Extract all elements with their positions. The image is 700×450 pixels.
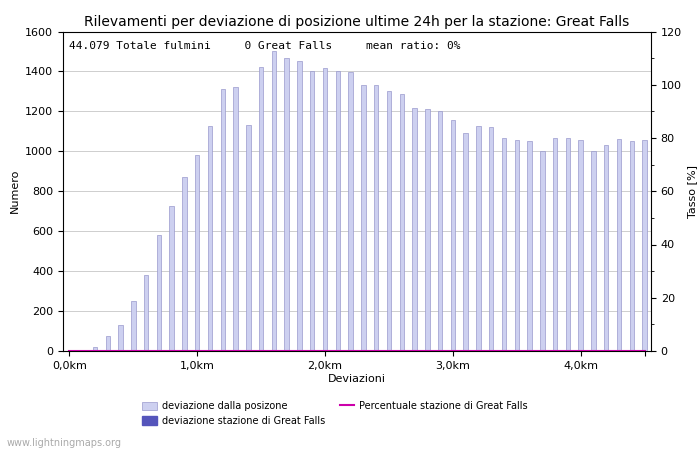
Bar xyxy=(400,94,404,351)
Legend: deviazione dalla posizone, deviazione stazione di Great Falls, Percentuale stazi: deviazione dalla posizone, deviazione st… xyxy=(139,397,531,430)
Bar xyxy=(361,86,365,351)
Bar xyxy=(617,140,622,351)
Bar xyxy=(106,336,110,351)
Bar xyxy=(92,347,97,351)
Y-axis label: Numero: Numero xyxy=(10,169,20,213)
Bar xyxy=(463,133,468,351)
Bar xyxy=(259,68,263,351)
Bar xyxy=(527,141,532,351)
Bar xyxy=(169,206,174,351)
Bar xyxy=(643,140,647,351)
Bar xyxy=(502,138,506,351)
Bar xyxy=(131,301,136,351)
Bar xyxy=(629,141,634,351)
Bar xyxy=(323,68,328,351)
Bar xyxy=(220,90,225,351)
Bar xyxy=(195,155,199,351)
Bar xyxy=(412,108,416,351)
Bar xyxy=(604,145,608,351)
Bar xyxy=(566,138,570,351)
Bar xyxy=(335,72,340,351)
Y-axis label: Tasso [%]: Tasso [%] xyxy=(687,165,697,218)
Bar xyxy=(386,91,391,351)
Bar xyxy=(476,126,481,351)
Bar xyxy=(451,120,455,351)
Bar xyxy=(349,72,353,351)
Bar xyxy=(310,72,314,351)
Text: 44.079 Totale fulmini     0 Great Falls     mean ratio: 0%: 44.079 Totale fulmini 0 Great Falls mean… xyxy=(69,41,461,51)
Text: www.lightningmaps.org: www.lightningmaps.org xyxy=(7,438,122,448)
Bar xyxy=(208,126,212,351)
Bar xyxy=(80,350,85,351)
Bar xyxy=(272,51,276,351)
Bar xyxy=(284,58,289,351)
Title: Rilevamenti per deviazione di posizione ultime 24h per la stazione: Great Falls: Rilevamenti per deviazione di posizione … xyxy=(85,15,629,29)
Bar xyxy=(157,235,161,351)
Bar xyxy=(118,325,122,351)
Bar xyxy=(298,62,302,351)
Bar xyxy=(489,127,493,351)
Bar xyxy=(553,138,557,351)
Bar xyxy=(438,112,442,351)
Bar xyxy=(233,87,238,351)
Bar xyxy=(425,109,430,351)
Bar xyxy=(182,177,187,351)
Bar xyxy=(592,151,596,351)
Bar xyxy=(144,275,148,351)
X-axis label: Deviazioni: Deviazioni xyxy=(328,374,386,383)
Bar xyxy=(374,86,379,351)
Bar xyxy=(540,151,545,351)
Bar xyxy=(246,126,251,351)
Bar xyxy=(578,140,583,351)
Bar xyxy=(514,140,519,351)
